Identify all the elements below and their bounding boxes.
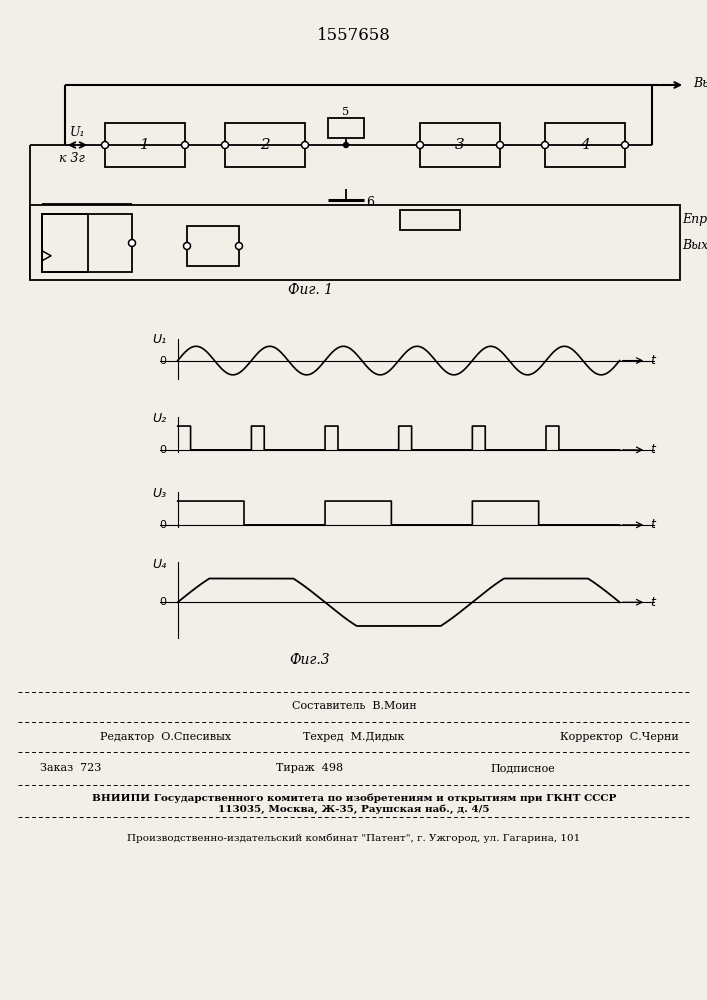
Circle shape (221, 141, 228, 148)
Bar (400, 210, 460, 230)
Text: Редактор  О.Спесивых: Редактор О.Спесивых (100, 732, 231, 742)
Text: U₄: U₄ (153, 558, 167, 571)
Text: 0: 0 (160, 445, 167, 455)
Bar (105, 123, 185, 167)
Bar (187, 226, 239, 266)
Text: U₃: U₃ (299, 233, 315, 246)
Circle shape (184, 242, 190, 249)
Text: Тираж  498: Тираж 498 (276, 763, 344, 773)
Circle shape (235, 242, 243, 249)
Circle shape (129, 239, 136, 246)
Text: 6: 6 (366, 196, 374, 210)
Bar (30, 205, 680, 280)
Text: Техред  М.Дидык: Техред М.Дидык (303, 732, 404, 742)
Circle shape (102, 141, 108, 148)
Text: t: t (650, 596, 655, 609)
Circle shape (621, 141, 629, 148)
Text: Подписное: Подписное (490, 763, 555, 773)
Text: C: C (51, 251, 59, 261)
Text: t: t (650, 443, 655, 456)
Text: 5: 5 (342, 107, 349, 117)
Text: Корректор  С.Черни: Корректор С.Черни (560, 732, 679, 742)
Text: к 3г: к 3г (59, 152, 85, 165)
Text: Производственно-издательский комбинат "Патент", г. Ужгород, ул. Гагарина, 101: Производственно-издательский комбинат "П… (127, 833, 580, 843)
Circle shape (542, 141, 549, 148)
Circle shape (301, 141, 308, 148)
Bar (42, 214, 88, 272)
Text: 0: 0 (160, 356, 167, 366)
Circle shape (496, 141, 503, 148)
Circle shape (182, 141, 189, 148)
Text: 3: 3 (455, 138, 465, 152)
Circle shape (416, 141, 423, 148)
Text: 1557658: 1557658 (317, 26, 391, 43)
Text: 8: 8 (208, 239, 218, 253)
Bar (328, 118, 364, 138)
Text: t: t (650, 518, 655, 531)
Text: Фиг.3: Фиг.3 (290, 653, 330, 667)
Text: Заказ  723: Заказ 723 (40, 763, 101, 773)
Text: Фиг. 1: Фиг. 1 (288, 283, 332, 297)
Text: 113035, Москва, Ж-35, Раушская наб., д. 4/5: 113035, Москва, Ж-35, Раушская наб., д. … (218, 804, 490, 814)
Bar (545, 123, 625, 167)
Text: U₃: U₃ (153, 487, 167, 500)
Text: U₂: U₂ (153, 412, 167, 425)
Text: 7: 7 (100, 236, 110, 250)
Text: Епр: Епр (682, 213, 707, 226)
Text: Составитель  В.Моин: Составитель В.Моин (291, 701, 416, 711)
Text: Вых f: Вых f (682, 238, 707, 251)
Text: 0: 0 (160, 520, 167, 530)
Circle shape (344, 142, 349, 147)
Text: ВНИИПИ Государственного комитета по изобретениям и открытиям при ГКНТ СССР: ВНИИПИ Государственного комитета по изоб… (92, 793, 617, 803)
Text: U₁: U₁ (153, 333, 167, 346)
Bar (420, 123, 500, 167)
Text: 4: 4 (580, 138, 590, 152)
Bar (42, 214, 132, 272)
Text: Вых 2f: Вых 2f (693, 78, 707, 91)
Text: U₁: U₁ (70, 125, 86, 138)
Text: 1: 1 (140, 138, 150, 152)
Bar (225, 123, 305, 167)
Text: 0: 0 (160, 597, 167, 607)
Text: t: t (650, 354, 655, 367)
Text: D: D (51, 228, 59, 238)
Text: 2: 2 (260, 138, 270, 152)
